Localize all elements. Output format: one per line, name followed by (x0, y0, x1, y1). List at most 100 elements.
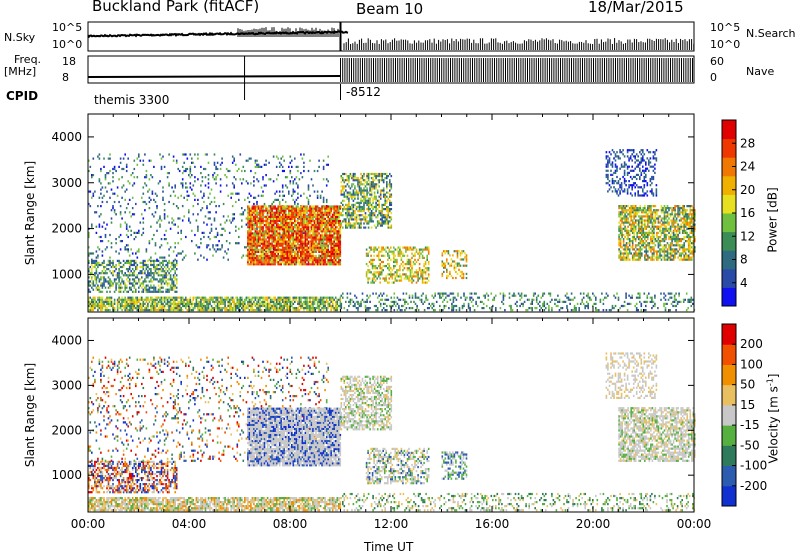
power-cell (189, 153, 192, 156)
power-cell (274, 304, 276, 308)
power-cell (118, 298, 120, 301)
power-cell (322, 248, 325, 251)
power-cell (253, 176, 255, 179)
power-cell (315, 226, 317, 229)
power-cell (194, 233, 196, 237)
power-cell (104, 300, 107, 303)
power-cell (188, 302, 190, 305)
power-cell (139, 221, 142, 224)
power-cell (369, 197, 371, 200)
power-cell (163, 272, 166, 275)
power-cell (269, 207, 272, 210)
power-cell (330, 261, 332, 264)
power-cell (278, 230, 281, 233)
power-cell (301, 238, 304, 241)
power-cell (307, 224, 310, 227)
power-cell (219, 223, 222, 226)
power-cell (278, 304, 281, 308)
power-cell (370, 203, 373, 206)
power-cell (197, 246, 199, 249)
power-cell (328, 296, 331, 299)
power-cell (209, 309, 211, 312)
power-cell (352, 218, 355, 221)
power-cell (112, 261, 114, 264)
power-cell (334, 263, 337, 266)
power-cell (315, 250, 317, 253)
power-cell (166, 290, 169, 293)
power-cell (169, 284, 172, 287)
power-cell (274, 221, 276, 225)
power-cell (336, 219, 339, 223)
power-cell (219, 163, 222, 166)
power-cell (297, 192, 299, 195)
power-cell (209, 302, 211, 305)
power-cell (248, 230, 251, 233)
power-cell (163, 274, 166, 277)
power-cell (298, 226, 301, 229)
power-cell (119, 211, 122, 214)
power-cell (307, 230, 310, 233)
power-cell (297, 300, 299, 303)
power-cell (139, 307, 142, 310)
power-cell (166, 176, 169, 179)
power-cell (390, 175, 393, 178)
power-cell (333, 217, 335, 220)
power-cell (288, 226, 290, 229)
power-cell (148, 242, 151, 245)
power-cell (289, 300, 292, 303)
power-cell (183, 300, 185, 303)
power-cell (330, 252, 332, 256)
power-cell (284, 228, 287, 231)
power-cell (268, 261, 270, 264)
power-cell (235, 163, 237, 166)
power-cell (163, 270, 166, 273)
power-cell (327, 234, 329, 237)
power-cell (336, 246, 339, 249)
power-cell (251, 209, 254, 212)
power-cell (319, 234, 322, 237)
power-cell (297, 302, 299, 305)
power-cell (185, 298, 187, 301)
power-cell (306, 232, 308, 235)
power-cell (278, 232, 281, 235)
power-cell (133, 286, 136, 289)
power-cell (330, 304, 332, 308)
power-cell (139, 302, 142, 305)
power-cell (175, 259, 178, 262)
power-cell (154, 304, 157, 308)
power-cell (372, 177, 374, 180)
power-cell (306, 215, 308, 218)
power-cell (263, 232, 266, 235)
power-cell (88, 298, 90, 301)
power-cell (275, 242, 278, 245)
power-cell (289, 302, 292, 305)
power-cell (324, 211, 326, 214)
power-cell (112, 192, 114, 195)
power-cell (327, 205, 329, 208)
power-cell (307, 213, 310, 216)
power-cell (159, 304, 161, 308)
power-cell (361, 175, 364, 178)
power-cell (141, 302, 143, 305)
power-cell (206, 207, 208, 210)
power-cell (367, 203, 370, 206)
power-cell (216, 174, 219, 177)
power-cell (339, 300, 342, 303)
power-cell (284, 298, 287, 301)
power-cell (310, 240, 313, 243)
power-cell (303, 259, 305, 262)
power-cell (110, 261, 113, 264)
power-cell (253, 234, 255, 237)
power-cell (153, 233, 155, 237)
power-cell (138, 286, 140, 289)
power-cell (370, 214, 373, 217)
power-cell (375, 203, 377, 206)
power-cell (107, 304, 110, 308)
power-cell (150, 261, 152, 264)
power-cell (324, 230, 326, 233)
power-cell (247, 159, 249, 162)
power-cell (378, 203, 380, 206)
power-cell (387, 222, 390, 225)
power-cell (338, 221, 340, 225)
power-cell (324, 234, 326, 237)
